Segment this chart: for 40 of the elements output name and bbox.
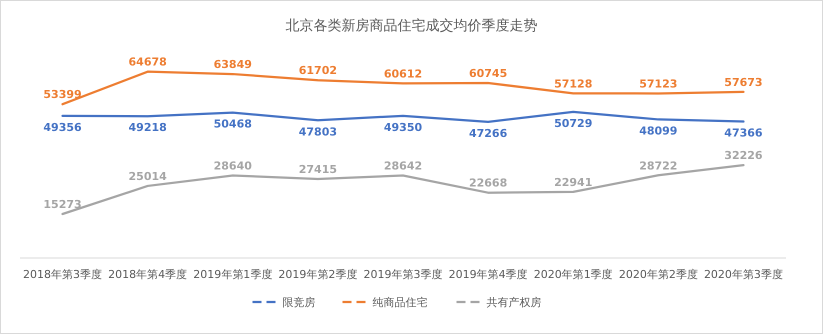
x-tick-label: 2019年第4季度: [448, 268, 528, 281]
legend-label: 纯商品住宅: [372, 296, 428, 309]
x-tick-label: 2019年第3季度: [364, 268, 442, 281]
data-label: 63849: [214, 58, 252, 72]
data-label: 28642: [384, 159, 422, 172]
legend-label: 限竞房: [282, 296, 316, 309]
chart-title: 北京各类新房商品住宅成交均价季度走势: [286, 18, 538, 34]
data-label: 47803: [298, 125, 338, 138]
x-tick-label: 2020年第2季度: [618, 268, 698, 281]
data-label: 25014: [128, 170, 168, 183]
data-label: 49218: [128, 121, 167, 134]
data-label: 47266: [468, 126, 508, 140]
x-tick-label: 2018年第4季度: [108, 268, 188, 281]
data-label: 61702: [298, 64, 338, 78]
data-label: 50468: [214, 118, 252, 131]
x-tick-label: 2018年第3季度: [23, 268, 102, 281]
x-tick-label: 2019年第1季度: [193, 268, 272, 281]
data-label: 15273: [43, 198, 82, 211]
data-label: 50729: [554, 116, 592, 130]
data-label: 57673: [724, 76, 763, 89]
data-label: 27415: [298, 163, 338, 176]
data-label: 53399: [43, 88, 82, 102]
data-label: 49350: [384, 120, 422, 134]
data-label: 60612: [384, 67, 422, 80]
x-tick-label: 2020年第3季度: [704, 268, 783, 281]
x-tick-label: 2019年第2季度: [278, 268, 358, 281]
data-label: 60745: [468, 67, 508, 80]
data-label: 57128: [554, 77, 592, 90]
data-label: 47366: [724, 126, 763, 140]
x-tick-label: 2020年第1季度: [534, 268, 613, 281]
data-label: 49356: [43, 120, 82, 134]
data-label: 22941: [554, 176, 592, 189]
data-label: 64678: [128, 56, 167, 69]
legend-label: 共有产权房: [486, 296, 542, 309]
data-label: 28722: [639, 159, 678, 172]
data-label: 32226: [724, 149, 763, 162]
data-label: 28640: [214, 159, 252, 172]
data-label: 48099: [639, 124, 678, 138]
data-label: 57123: [639, 77, 678, 90]
data-label: 22668: [468, 176, 508, 190]
